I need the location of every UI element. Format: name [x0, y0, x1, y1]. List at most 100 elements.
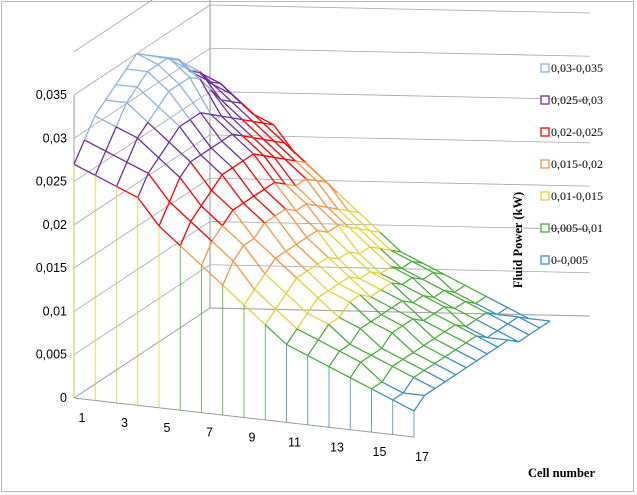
mesh-segment [189, 119, 212, 149]
z-axis-tick-labels: 0 0,005 0,01 0,015 0,02 0,025 0,03 0,035 [36, 88, 67, 405]
mesh-segment [252, 120, 264, 124]
mesh-segment [264, 257, 276, 275]
mesh-segment [337, 224, 360, 255]
mesh-segment [231, 133, 254, 155]
mesh-segment [423, 344, 446, 358]
mesh-segment [263, 138, 286, 160]
mesh-segment [464, 284, 487, 297]
mesh-segment [115, 161, 128, 187]
mesh-segment [348, 226, 371, 248]
mesh-segment [295, 178, 307, 187]
mesh-segment [423, 363, 435, 372]
mesh-segment [252, 153, 276, 183]
mesh-segment [327, 256, 350, 278]
mesh-segment [306, 236, 329, 258]
mesh-segment [517, 316, 540, 329]
mesh-segment [264, 215, 276, 224]
mesh-segment [370, 289, 382, 298]
legend-label: 0,03-0,035 [551, 61, 603, 75]
mesh-segment [104, 84, 117, 101]
mesh-segment [391, 282, 403, 286]
mesh-segment [360, 354, 372, 363]
mesh-segment [284, 142, 307, 164]
mesh-segment [412, 295, 424, 304]
mesh-segment [370, 321, 393, 334]
mesh-segment [455, 349, 478, 362]
mesh-segment [392, 399, 415, 412]
mesh-segment [497, 330, 519, 343]
mesh-segment [157, 57, 169, 66]
mesh-segment [232, 202, 244, 211]
x-tick-label: 3 [121, 416, 128, 430]
mesh-segment [285, 183, 296, 187]
mesh-segment [370, 354, 393, 367]
mesh-segment [285, 277, 298, 294]
mesh-segment [433, 296, 456, 310]
mesh-segment [359, 271, 371, 280]
mesh-segment [296, 328, 319, 341]
mesh-segment [200, 205, 223, 227]
mesh-segment [391, 325, 403, 334]
mesh-segment [317, 339, 340, 352]
mesh-segment [190, 154, 202, 163]
mesh-segment [306, 270, 329, 292]
mesh-segment [412, 318, 424, 322]
mesh-segment [349, 294, 361, 303]
mesh-segment [412, 277, 423, 281]
mesh-segment [444, 306, 455, 310]
mesh-segment [285, 243, 297, 252]
mesh-segment [328, 290, 350, 303]
mesh-segment [401, 300, 424, 322]
mesh-segment [232, 209, 255, 239]
mesh-segment [94, 115, 117, 128]
mesh-segment [507, 306, 530, 320]
mesh-segment [465, 325, 488, 339]
mesh-segment [125, 53, 138, 70]
mesh-segment [507, 316, 519, 325]
mesh-segment [434, 356, 446, 365]
mesh-segment [242, 160, 265, 190]
mesh-segment [328, 366, 351, 379]
mesh-segment [200, 112, 212, 116]
mesh-segment [295, 160, 306, 164]
mesh-segment [380, 307, 393, 316]
mesh-segment [253, 195, 276, 217]
mesh-segment [158, 225, 181, 247]
mesh-segment [380, 272, 403, 286]
mesh-segment [305, 178, 328, 208]
mesh-segment [444, 356, 467, 369]
x-tick-label: 17 [415, 450, 429, 464]
mesh-segment [316, 230, 340, 260]
mesh-segment [358, 228, 370, 232]
mesh-segment [496, 306, 508, 315]
legend-swatch [540, 223, 550, 233]
mesh-segment [422, 295, 445, 308]
mesh-segment [263, 122, 274, 126]
mesh-segment [147, 121, 170, 143]
mesh-segment [380, 289, 403, 302]
mesh-segment [200, 154, 223, 176]
mesh-segment [210, 147, 234, 169]
gridline-left [73, 177, 211, 269]
mesh-segment [337, 208, 360, 230]
mesh-segment [73, 163, 96, 176]
mesh-segment [518, 334, 530, 343]
mesh-segment [358, 212, 381, 233]
mesh-segment [262, 122, 285, 144]
mesh-segment [485, 295, 508, 309]
legend-swatch [540, 127, 550, 137]
mesh-segment [220, 115, 244, 137]
mesh-segment [402, 358, 425, 372]
mesh-segment [444, 331, 467, 344]
mesh-segment [137, 173, 149, 198]
mesh-segment [94, 150, 107, 176]
mesh-segment [296, 277, 319, 299]
mesh-segment [221, 225, 245, 246]
mesh-segment [147, 157, 160, 174]
mesh-segment [465, 360, 478, 369]
mesh-segment [189, 112, 201, 121]
mesh-segment [422, 271, 434, 280]
mesh-segment [221, 167, 233, 176]
mesh-segment [369, 246, 381, 250]
